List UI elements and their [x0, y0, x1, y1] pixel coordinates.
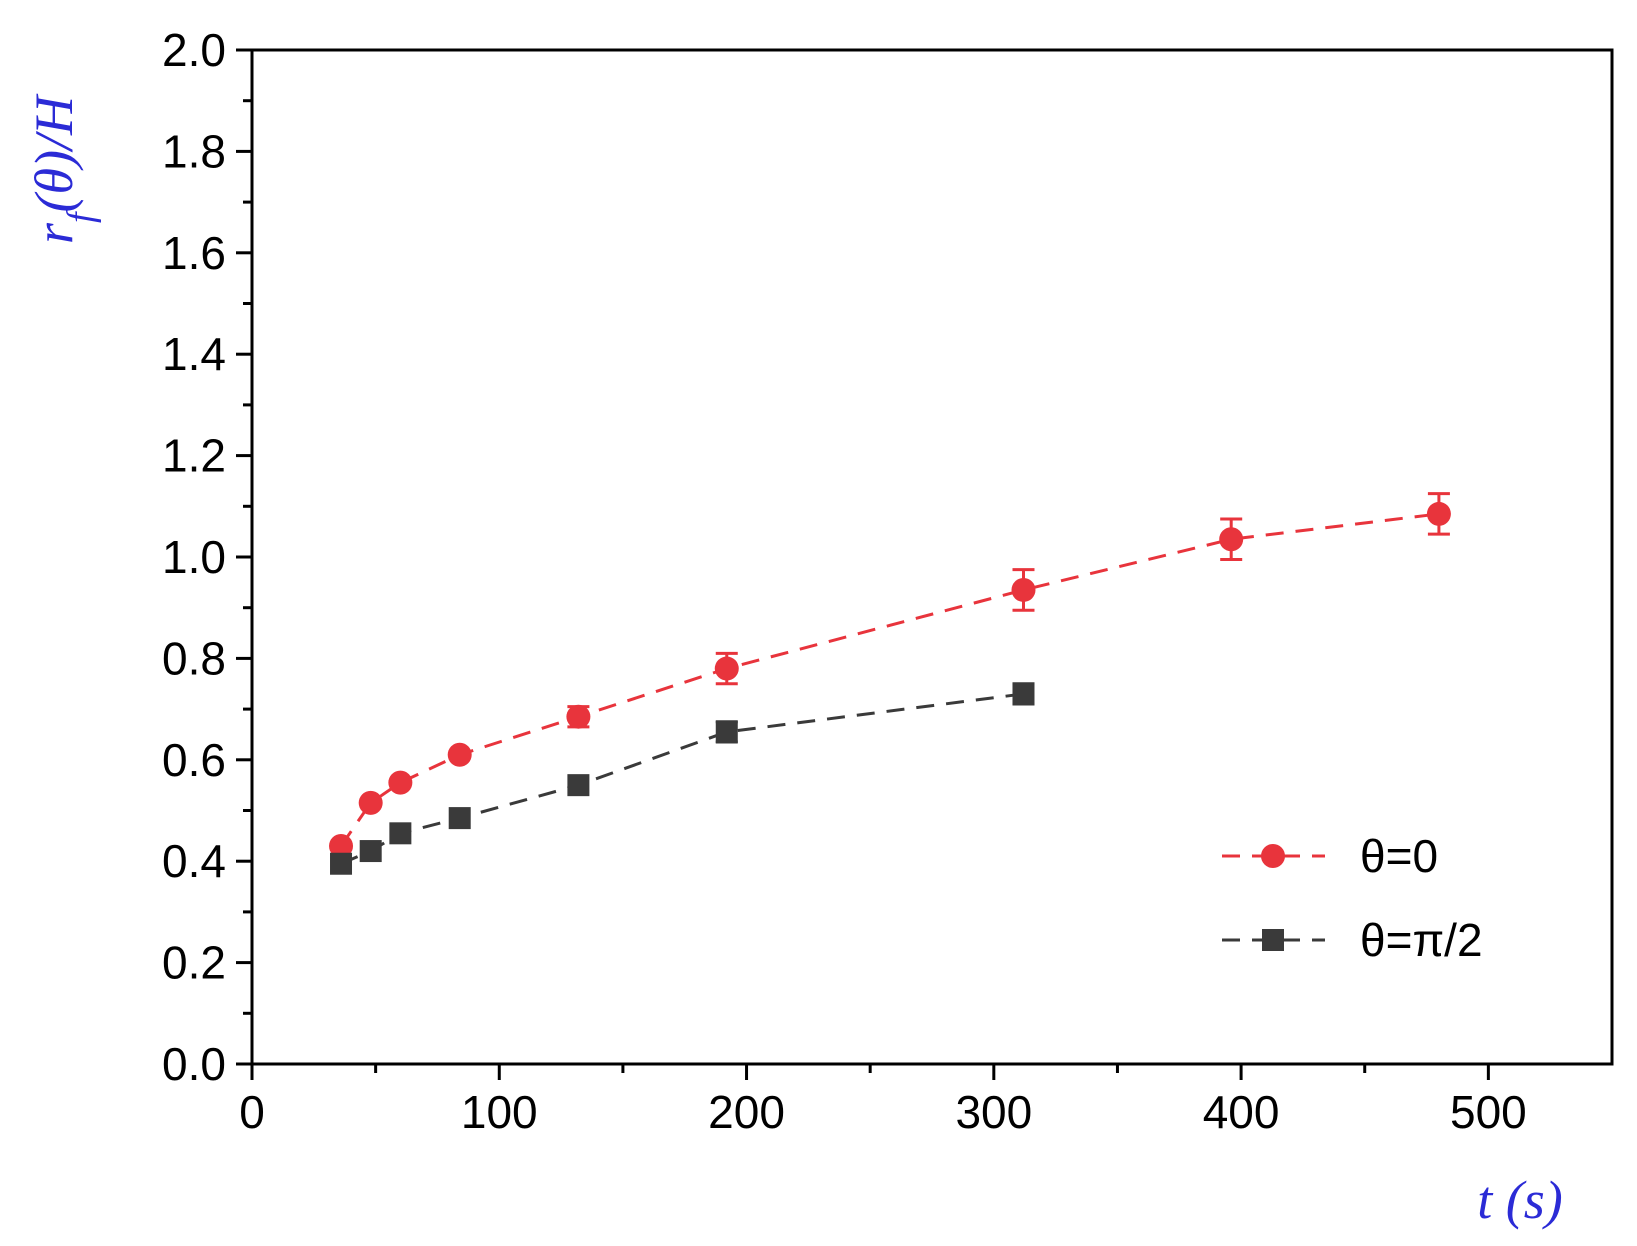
x-tick-label-1: 100	[461, 1086, 538, 1138]
x-tick-label-2: 200	[708, 1086, 785, 1138]
x-axis-title: t (s)	[1477, 1170, 1562, 1230]
series-1-point-3	[448, 807, 471, 830]
series-0-point-8	[1426, 501, 1451, 526]
plot-frame	[250, 48, 1614, 1066]
y-tick-label-2: 0.4	[162, 835, 226, 887]
series-0-point-3	[447, 742, 472, 767]
series-0-point-7	[1219, 527, 1244, 552]
y-tick-label-6: 1.2	[162, 430, 226, 482]
series-0-point-1	[358, 790, 383, 815]
x-tick-label-3: 300	[955, 1086, 1032, 1138]
series-1-point-0	[330, 852, 353, 875]
legend-marker-0	[1261, 844, 1285, 868]
y-tick-label-3: 0.6	[162, 734, 226, 786]
series-line-1	[340, 692, 1024, 866]
series-1-point-5	[715, 720, 738, 743]
y-tick-label-10: 2.0	[162, 24, 226, 76]
y-tick-label-7: 1.4	[162, 328, 226, 380]
y-axis-title: rf(θ)/H	[24, 93, 102, 244]
series-1-point-6	[1012, 682, 1035, 705]
legend-label-0: θ=0	[1360, 830, 1438, 882]
series-1-point-2	[389, 822, 412, 845]
y-tick-label-4: 0.8	[162, 632, 226, 684]
y-tick-label-9: 1.8	[162, 125, 226, 177]
y-tick-label-8: 1.6	[162, 227, 226, 279]
x-tick-label-5: 500	[1450, 1086, 1527, 1138]
x-tick-label-0: 0	[239, 1086, 265, 1138]
series-0-point-5	[714, 656, 739, 681]
series-0-point-4	[566, 704, 591, 729]
legend-marker-1	[1262, 929, 1284, 951]
series-0-point-0	[329, 833, 354, 858]
series-line-0	[339, 512, 1440, 847]
series-0-point-6	[1011, 577, 1036, 602]
series-1-point-4	[567, 774, 590, 797]
legend-label-1: θ=π/2	[1360, 914, 1483, 966]
series-1-point-1	[359, 840, 382, 863]
y-tick-label-1: 0.2	[162, 937, 226, 989]
x-tick-label-4: 400	[1203, 1086, 1280, 1138]
y-tick-label-0: 0.0	[162, 1038, 226, 1090]
series-0-point-2	[388, 770, 413, 795]
y-tick-label-5: 1.0	[162, 531, 226, 583]
